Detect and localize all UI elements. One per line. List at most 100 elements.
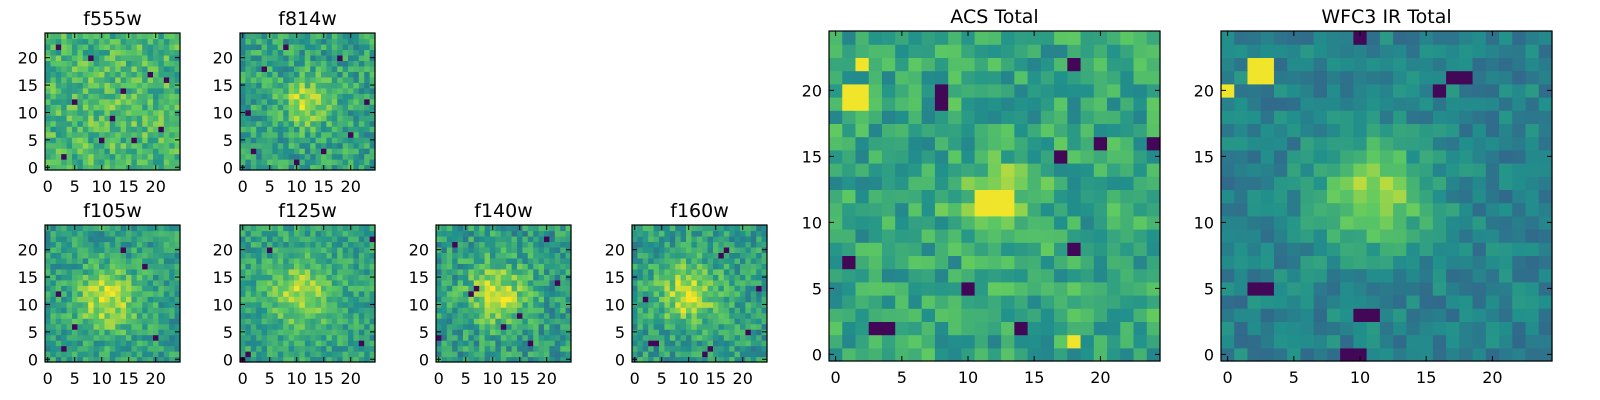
pixel bbox=[93, 340, 100, 347]
pixel bbox=[288, 323, 295, 330]
pixel bbox=[1366, 308, 1381, 322]
pixel bbox=[1107, 281, 1121, 296]
pixel bbox=[756, 290, 763, 297]
pixel bbox=[321, 274, 327, 281]
pixel bbox=[315, 301, 322, 308]
pixel bbox=[82, 153, 89, 160]
pixel bbox=[1080, 281, 1095, 296]
pixel bbox=[1485, 308, 1500, 322]
pixel bbox=[315, 76, 322, 83]
pixel bbox=[895, 321, 910, 336]
pixel bbox=[131, 49, 138, 56]
pixel bbox=[50, 115, 57, 122]
pixel bbox=[538, 307, 545, 314]
pixel bbox=[702, 246, 709, 253]
pixel bbox=[142, 131, 149, 138]
pixel bbox=[1120, 281, 1135, 296]
pixel bbox=[283, 137, 290, 144]
pixel bbox=[987, 255, 1002, 270]
pixel bbox=[1300, 334, 1315, 349]
pixel bbox=[115, 54, 122, 61]
pixel bbox=[441, 296, 448, 303]
pixel bbox=[256, 33, 263, 40]
pixel bbox=[82, 252, 89, 259]
pixel bbox=[321, 126, 327, 133]
pixel bbox=[131, 60, 138, 67]
pixel bbox=[723, 329, 730, 336]
pixel bbox=[934, 268, 949, 283]
pixel bbox=[88, 356, 95, 363]
pixel bbox=[554, 252, 561, 259]
pixel bbox=[337, 43, 344, 51]
pixel bbox=[1326, 321, 1341, 336]
pixel bbox=[369, 318, 376, 325]
pixel bbox=[538, 301, 545, 308]
pixel bbox=[93, 82, 100, 89]
pixel bbox=[740, 274, 746, 281]
pixel bbox=[653, 351, 660, 358]
pixel bbox=[1133, 255, 1148, 270]
pixel bbox=[691, 263, 698, 270]
pixel bbox=[723, 268, 730, 275]
pixel bbox=[261, 164, 268, 171]
pixel bbox=[337, 109, 344, 116]
pixel bbox=[1406, 281, 1421, 296]
pixel bbox=[669, 345, 676, 352]
pixel bbox=[934, 308, 949, 322]
pixel bbox=[723, 312, 730, 319]
pixel bbox=[272, 279, 279, 286]
pixel bbox=[163, 263, 170, 270]
pixel bbox=[842, 97, 857, 111]
pixel bbox=[881, 295, 896, 309]
pixel bbox=[500, 296, 507, 303]
pixel bbox=[55, 252, 62, 259]
pixel bbox=[169, 104, 176, 111]
pixel bbox=[261, 268, 268, 275]
pixel bbox=[1133, 31, 1148, 45]
pixel bbox=[267, 159, 273, 166]
pixel bbox=[272, 257, 279, 264]
f105w-axes-frame bbox=[44, 224, 181, 363]
pixel bbox=[272, 252, 279, 259]
pixel bbox=[1221, 321, 1235, 336]
pixel bbox=[331, 263, 338, 270]
pixel bbox=[664, 334, 671, 341]
pixel bbox=[1525, 268, 1540, 283]
pixel bbox=[669, 246, 676, 253]
pixel bbox=[163, 43, 170, 51]
pixel bbox=[1313, 202, 1328, 217]
pixel bbox=[169, 356, 176, 363]
pixel bbox=[45, 296, 51, 303]
pixel bbox=[120, 268, 127, 275]
pixel bbox=[288, 71, 295, 78]
pixel bbox=[272, 93, 279, 100]
pixel bbox=[55, 246, 62, 253]
pixel bbox=[99, 263, 105, 270]
pixel bbox=[55, 54, 62, 61]
pixel bbox=[1340, 295, 1354, 309]
pixel bbox=[1353, 176, 1368, 190]
pixel bbox=[446, 296, 453, 303]
pixel bbox=[50, 49, 57, 56]
pixel bbox=[109, 109, 116, 116]
pixel bbox=[686, 268, 692, 275]
pixel bbox=[1067, 268, 1082, 283]
pixel bbox=[256, 334, 263, 341]
pixel bbox=[131, 225, 138, 232]
pixel bbox=[104, 109, 111, 116]
pixel bbox=[131, 230, 138, 237]
pixel bbox=[337, 65, 344, 72]
pixel bbox=[895, 242, 910, 256]
pixel bbox=[490, 285, 496, 292]
pixel bbox=[82, 82, 89, 89]
pixel bbox=[948, 44, 962, 58]
pixel bbox=[256, 257, 263, 264]
pixel bbox=[829, 136, 843, 151]
pixel bbox=[648, 296, 655, 303]
pixel bbox=[66, 274, 73, 281]
pixel bbox=[1040, 123, 1055, 138]
pixel bbox=[554, 268, 561, 275]
pixel bbox=[1525, 215, 1540, 230]
pixel bbox=[987, 308, 1002, 322]
pixel bbox=[707, 351, 714, 358]
